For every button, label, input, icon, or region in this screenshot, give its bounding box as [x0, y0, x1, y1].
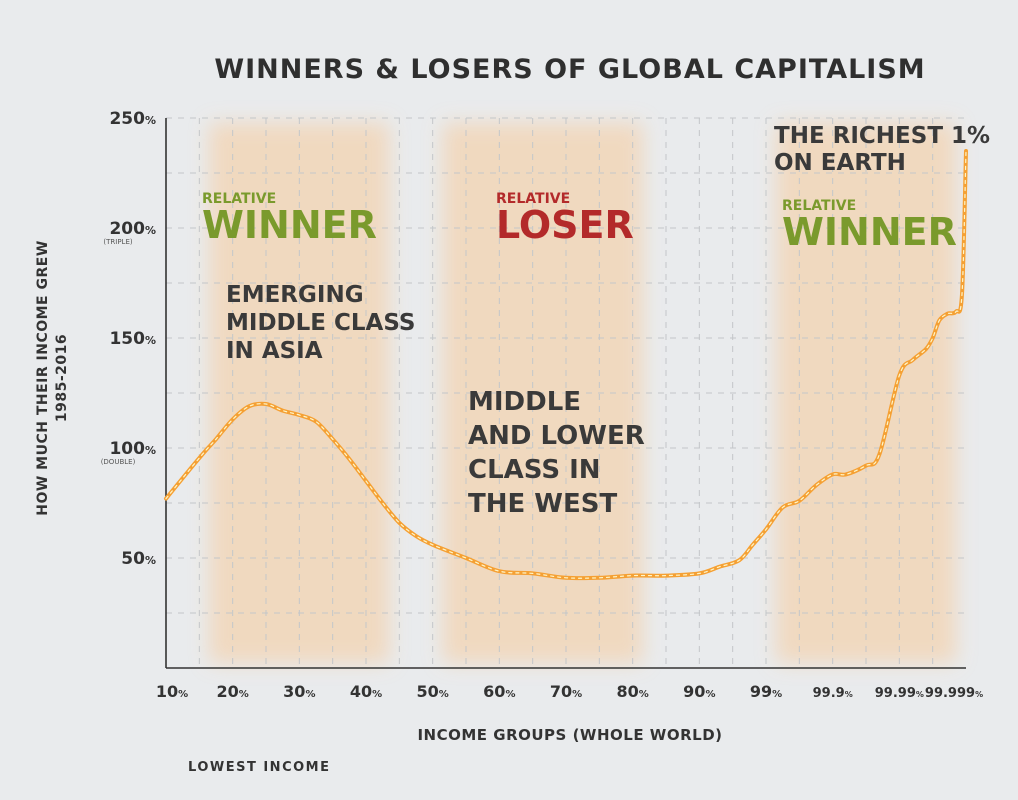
x-tick-labels: 10% 20% 30% 40% 50% 60% 70% 80% 90% 99% 99.9% 99.99… — [156, 682, 983, 701]
band-label-small: RELATIVE — [202, 191, 276, 207]
band-label-big: LOSER — [496, 203, 634, 247]
annotation-middle-line-1: MIDDLE — [468, 387, 581, 417]
annotation-emerging-line-1: EMERGING — [226, 282, 364, 308]
annotation-middle-line-4: THE WEST — [468, 489, 617, 519]
band-label-big: WINNER — [202, 203, 377, 247]
y-tick-label: 250% — [109, 109, 156, 129]
x-tick-label: 99.9% — [813, 686, 853, 701]
annotation-richest-line-2: ON EARTH — [774, 150, 906, 176]
y-tick-label: 50% — [121, 549, 156, 569]
y-axis-label-line-1: HOW MUCH THEIR INCOME GREW — [35, 240, 51, 516]
y-tick-label: 150% — [109, 329, 156, 349]
annotation-richest: THE RICHEST 1% ON EARTH — [774, 123, 990, 176]
series-line-texture — [165, 150, 967, 579]
band-label-small: RELATIVE — [782, 198, 856, 214]
annotation-middle-west: MIDDLE AND LOWER CLASS IN THE WEST — [468, 387, 645, 519]
chart-title: WINNERS & LOSERS OF GLOBAL CAPITALISM — [214, 54, 925, 85]
band-label-big: WINNER — [782, 210, 957, 254]
x-tick-label: 99.99% — [875, 686, 924, 701]
y-axis-label-line-2: 1985-2016 — [54, 334, 70, 422]
y-tick-label: 200% — [109, 219, 156, 239]
x-tick-label: 99.999% — [925, 686, 983, 701]
y-tick-sublabel: (DOUBLE) — [101, 458, 136, 466]
annotation-middle-line-3: CLASS IN — [468, 455, 601, 485]
x-axis-label: INCOME GROUPS (WHOLE WORLD) — [417, 726, 722, 744]
y-tick-sublabel: (TRIPLE) — [103, 238, 132, 246]
annotation-emerging: EMERGING MIDDLE CLASS IN ASIA — [226, 282, 415, 364]
y-tick-labels: 250% 200%(TRIPLE) 150% 100%(DOUBLE) 50% — [101, 109, 156, 569]
annotation-emerging-line-3: IN ASIA — [226, 338, 323, 364]
band-label-small: RELATIVE — [496, 191, 570, 207]
annotation-emerging-line-2: MIDDLE CLASS — [226, 310, 415, 336]
annotation-richest-line-1: THE RICHEST 1% — [774, 123, 990, 149]
lowest-income-label: LOWEST INCOME — [188, 760, 330, 775]
y-tick-label: 100% — [109, 439, 156, 459]
annotation-middle-line-2: AND LOWER — [468, 421, 645, 451]
